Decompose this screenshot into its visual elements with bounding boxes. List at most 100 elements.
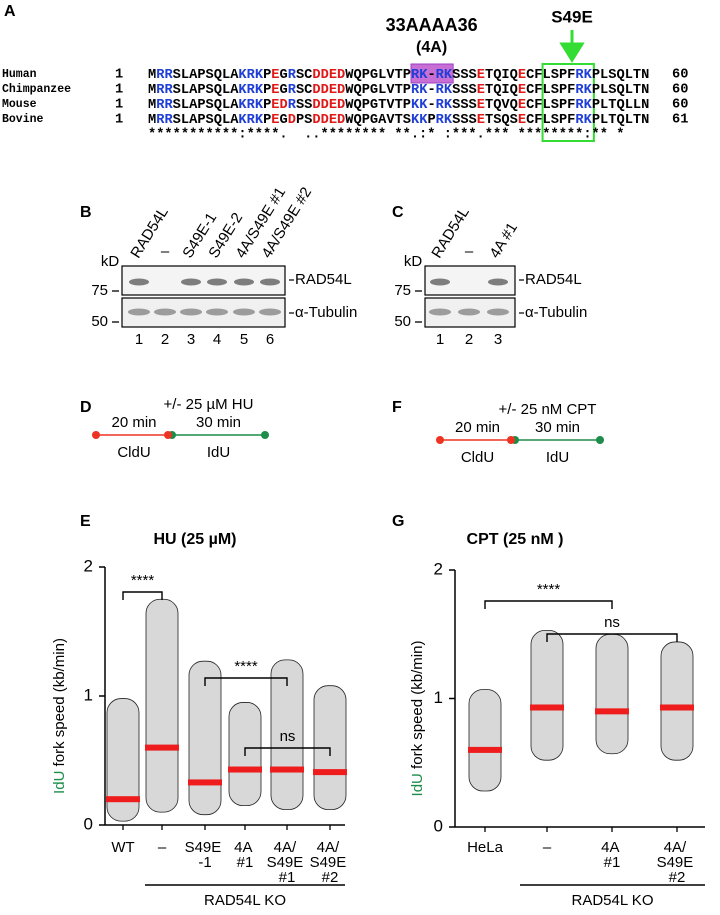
band xyxy=(154,308,176,316)
x-tick-label: S49E -1 xyxy=(185,839,226,871)
panel-label: G xyxy=(392,513,404,530)
band xyxy=(260,278,280,286)
lane-number: 4 xyxy=(213,331,221,348)
x-tick-label: – xyxy=(158,839,167,856)
protein-label: α-Tubulin xyxy=(295,304,357,321)
y-tick-label: 1 xyxy=(434,688,443,707)
treatment: +/- 25 nM CPT xyxy=(499,401,597,418)
lane-number: 5 xyxy=(240,331,248,348)
significance: **** xyxy=(537,581,561,598)
x-tick-label: HeLa xyxy=(467,839,504,856)
group-label: RAD54L KO xyxy=(572,892,654,909)
chart-title: HU (25 µM) xyxy=(154,531,237,548)
node xyxy=(164,431,172,439)
median xyxy=(228,766,262,773)
x-tick-label: 4A/ S49E #2 xyxy=(657,839,698,886)
node xyxy=(261,431,269,439)
end-number: 61 xyxy=(672,113,688,128)
time: 20 min xyxy=(455,419,500,436)
species-name: Chimpanzee xyxy=(2,83,71,96)
lane-label: – xyxy=(465,243,474,260)
lane-number: 1 xyxy=(436,331,444,348)
y-tick-label: 2 xyxy=(434,559,443,578)
marker: 75 xyxy=(394,282,411,299)
species-name: Bovine xyxy=(2,113,44,126)
protein-label: RAD54L xyxy=(525,271,582,288)
data-spread xyxy=(145,598,179,813)
kd-label: kD xyxy=(404,253,423,270)
label: IdU xyxy=(207,444,230,461)
band xyxy=(206,308,228,316)
end-number: 60 xyxy=(672,68,688,83)
highlight-s49e xyxy=(541,63,595,142)
band xyxy=(458,308,480,316)
marker: 50 xyxy=(91,313,108,330)
panel-label: E xyxy=(80,513,91,530)
end-number: 60 xyxy=(672,83,688,98)
panel-label: D xyxy=(80,399,92,416)
y-tick-label: 0 xyxy=(84,814,93,833)
median xyxy=(145,744,179,751)
lane-number: 1 xyxy=(135,331,143,348)
lane-number: 3 xyxy=(494,331,502,348)
band xyxy=(180,308,202,316)
protein-label: RAD54L xyxy=(295,271,352,288)
x-tick-label: 4A/ S49E #2 xyxy=(310,839,351,886)
y-tick-label: 2 xyxy=(84,556,93,575)
annotation: S49E xyxy=(551,7,593,26)
x-tick-label: 4A #1 xyxy=(234,839,256,871)
sequence: MRRSLAPSQLAKRKPEGDPSDDEDWQPGAVTSKKPRKSSS… xyxy=(148,113,649,128)
lane-number: 6 xyxy=(266,331,274,348)
bracket xyxy=(122,591,163,600)
kd-label: kD xyxy=(101,253,120,270)
lane-number: 3 xyxy=(187,331,195,348)
median xyxy=(270,766,304,773)
median xyxy=(595,708,629,715)
band xyxy=(128,308,150,316)
x-tick-label: WT xyxy=(111,839,134,856)
band xyxy=(129,278,149,286)
lane-number: 2 xyxy=(161,331,169,348)
node xyxy=(507,436,515,444)
median xyxy=(660,704,694,711)
significance: **** xyxy=(131,572,155,589)
y-axis-label: IdU fork speed (kb/min) xyxy=(409,641,426,797)
panel-label: B xyxy=(80,204,92,221)
start-number: 1 xyxy=(115,68,123,83)
sequence: MRRSLAPSQLAKRKPEGRSCDDEDWQPGLVTPRK-RKSSS… xyxy=(148,68,649,83)
blot xyxy=(121,265,286,296)
arrow xyxy=(559,30,585,63)
panel-label: A xyxy=(4,3,16,20)
bracket xyxy=(244,747,331,756)
highlight-4a xyxy=(410,63,454,84)
annotation: (4A) xyxy=(416,39,447,56)
y-tick-label: 1 xyxy=(84,685,93,704)
time: 20 min xyxy=(111,414,156,431)
start-number: 1 xyxy=(115,98,123,113)
band xyxy=(207,278,227,286)
label: CldU xyxy=(117,444,150,461)
x-tick-label: 4A/ S49E #1 xyxy=(267,839,308,886)
species-name: Mouse xyxy=(2,98,37,111)
node xyxy=(92,431,100,439)
bracket xyxy=(484,600,613,609)
significance: **** xyxy=(234,658,258,675)
node xyxy=(436,436,444,444)
data-spread xyxy=(595,633,629,755)
data-spread xyxy=(530,629,564,761)
start-number: 1 xyxy=(115,83,123,98)
significance: ns xyxy=(280,728,296,745)
median xyxy=(530,704,564,711)
band xyxy=(430,278,450,286)
lane-number: 2 xyxy=(465,331,473,348)
band xyxy=(429,308,451,316)
median xyxy=(313,769,347,776)
data-spread xyxy=(468,689,502,792)
bracket xyxy=(546,633,678,642)
band xyxy=(181,278,201,286)
lane-label: 4A #1 xyxy=(486,220,521,262)
y-tick-label: 0 xyxy=(434,816,443,835)
group-label: RAD54L KO xyxy=(204,892,286,909)
median xyxy=(106,796,140,803)
